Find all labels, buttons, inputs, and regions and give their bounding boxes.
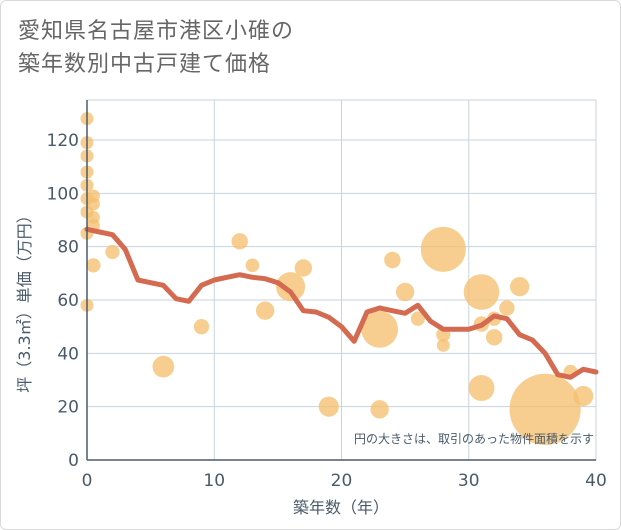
- y-tick-label: 40: [57, 344, 79, 364]
- y-tick-label: 120: [47, 131, 79, 151]
- chart-title-line-2: 築年数別中古戸建て価格: [18, 52, 272, 77]
- bubble-point: [255, 301, 275, 320]
- bubble-point: [361, 310, 399, 348]
- bubble-point: [86, 197, 100, 211]
- x-tick-label: 40: [585, 471, 607, 491]
- bubble-point: [463, 274, 500, 310]
- y-tick-label: 20: [57, 398, 79, 418]
- bubble-point: [86, 258, 101, 273]
- bubble-size-note: 円の大きさは、取引のあった物件面積を示す: [354, 431, 594, 446]
- y-axis-label: 坪（3.3㎡）単価（万円）: [15, 207, 34, 392]
- chart-title-line-1: 愛知県名古屋市港区小碓の: [18, 19, 295, 44]
- chart-title: 愛知県名古屋市港区小碓の 築年数別中古戸建て価格: [18, 15, 294, 81]
- bubble-point: [436, 338, 450, 352]
- bubble-series: [80, 112, 594, 445]
- x-tick-label: 0: [82, 471, 93, 491]
- y-tick-label: 0: [68, 451, 79, 471]
- bubble-point: [485, 329, 503, 346]
- bubble-point: [294, 259, 313, 277]
- bubble-point: [193, 318, 210, 335]
- y-tick-label: 60: [57, 291, 79, 311]
- axes: [86, 100, 596, 461]
- bubble-point: [384, 251, 401, 269]
- x-axis-label: 築年数（年）: [293, 498, 389, 517]
- x-tick-label: 30: [458, 471, 480, 491]
- bubble-point: [573, 385, 594, 407]
- bubble-point: [509, 373, 581, 445]
- x-tick-label: 10: [203, 471, 225, 491]
- trend-line: [84, 226, 599, 380]
- x-tick-label: 20: [331, 471, 353, 491]
- bubble-point: [318, 396, 339, 417]
- tick-labels: 0 10 20 30 40 0 20 40 60 80 100 120: [47, 131, 607, 491]
- bubble-point: [231, 233, 248, 250]
- y-tick-label: 80: [57, 238, 79, 258]
- bubble-point: [410, 311, 425, 326]
- bubble-point: [105, 244, 120, 260]
- bubble-point: [395, 282, 415, 302]
- bubble-point: [420, 226, 466, 272]
- bubble-point: [245, 258, 260, 273]
- bubble-point: [468, 375, 495, 401]
- bubble-point: [370, 400, 389, 419]
- bubble-point: [499, 300, 515, 316]
- bubble-point: [152, 355, 175, 378]
- bubble-point: [276, 272, 306, 302]
- y-tick-label: 100: [47, 184, 79, 204]
- bubble-point: [510, 277, 530, 297]
